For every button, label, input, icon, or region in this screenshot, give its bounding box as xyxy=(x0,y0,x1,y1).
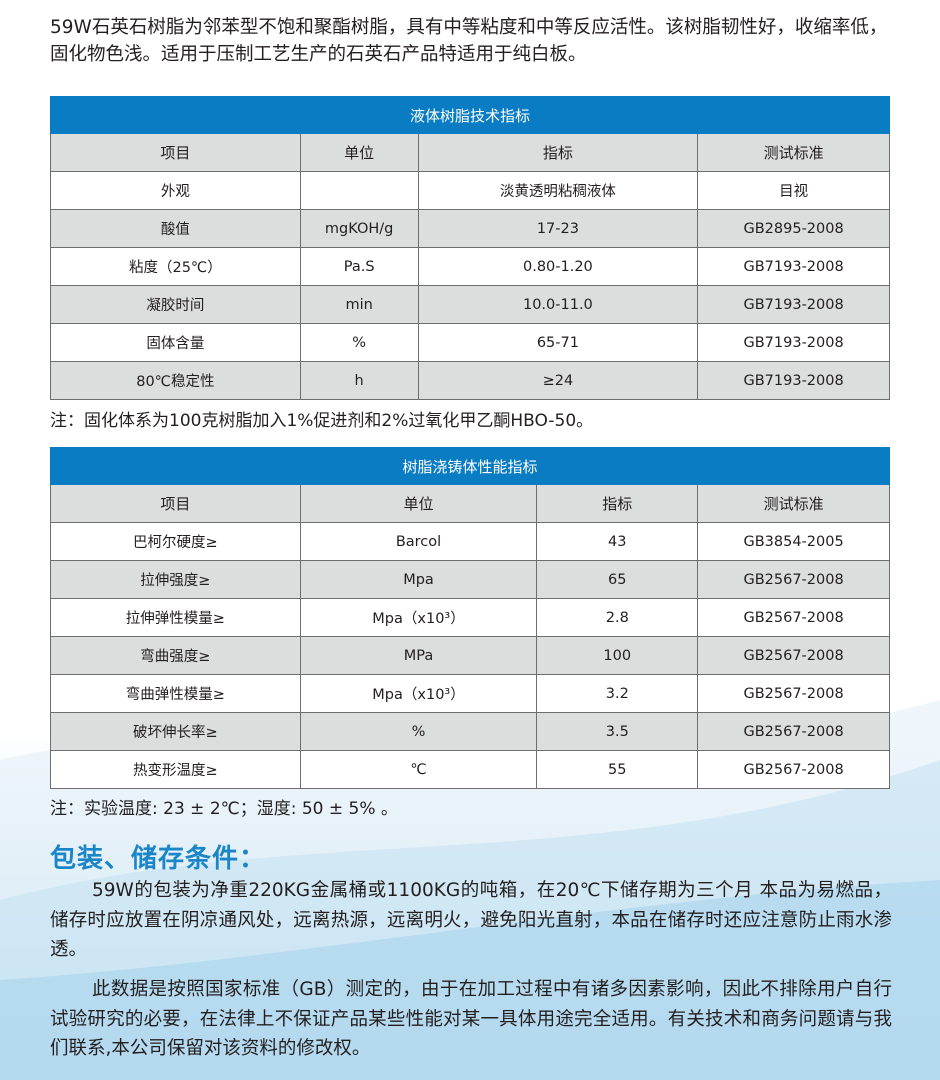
table-cell: 酸值 xyxy=(50,209,301,248)
casting-property-table: 树脂浇铸体性能指标 项目 单位 指标 测试标准 巴柯尔硬度≥ Barcol 43 GB385… xyxy=(50,447,890,789)
table-row: 热变形温度≥ ℃ 55 GB2567-2008 xyxy=(50,750,890,789)
table-cell: % xyxy=(299,323,419,362)
column-header: 项目 xyxy=(50,484,301,523)
table-cell: 巴柯尔硬度≥ xyxy=(50,522,301,561)
table-cell: GB2567-2008 xyxy=(697,560,890,599)
table-cell: 10.0-11.0 xyxy=(417,285,699,324)
table-header-row: 项目 单位 指标 测试标准 xyxy=(50,133,890,172)
table-cell: 淡黄透明粘稠液体 xyxy=(417,171,699,210)
table-cell: 弯曲弹性模量≥ xyxy=(50,674,301,713)
table-cell: GB2567-2008 xyxy=(697,636,890,675)
test-condition-note: 注：实验温度: 23 ± 2℃；湿度: 50 ± 5% 。 xyxy=(50,799,398,819)
table-cell: 破坏伸长率≥ xyxy=(50,712,301,751)
table-cell: Mpa（x10³） xyxy=(299,598,538,637)
table-cell: GB7193-2008 xyxy=(697,361,890,400)
table-row: 破坏伸长率≥% 3.5 GB2567-2008 xyxy=(50,712,890,751)
section-title: 包装、储存条件： xyxy=(50,844,267,874)
table-row: 拉伸强度≥ Mpa 65 GB2567-2008 xyxy=(50,560,890,599)
column-header: 单位 xyxy=(299,484,538,523)
table-cell: GB7193-2008 xyxy=(697,247,890,286)
disclaimer-paragraph: 此数据是按照国家标准（GB）测定的，由于在加工过程中有诸多因素影响，因此不排除用… xyxy=(50,979,892,1059)
column-header: 测试标准 xyxy=(697,133,890,172)
table-cell: 0.80-1.20 xyxy=(417,247,699,286)
table-row: 凝胶时间 min 10.0-11.0 GB7193-2008 xyxy=(50,285,890,324)
table-cell: 3.2 xyxy=(536,674,699,713)
table-cell xyxy=(299,171,419,210)
table-cell: 43 xyxy=(536,522,699,561)
table-cell: MPa xyxy=(299,636,538,675)
column-header: 指标 xyxy=(417,133,699,172)
table-cell: ≥24 xyxy=(417,361,699,400)
table-cell: % xyxy=(299,712,538,751)
table-cell: min xyxy=(299,285,419,324)
liquid-resin-spec-table: 液体树脂技术指标 项目 单位 指标 测试标准 外观 淡黄透明粘稠液体 目视 酸值 mgKOH/… xyxy=(50,96,890,400)
table-cell: GB2567-2008 xyxy=(697,750,890,789)
table-cell: Mpa xyxy=(299,560,538,599)
table-row: 酸值 mgKOH/g 17-23 GB2895-2008 xyxy=(50,209,890,248)
table-cell: 粘度（25℃） xyxy=(50,247,301,286)
table-cell: 凝胶时间 xyxy=(50,285,301,324)
table-cell: 17-23 xyxy=(417,209,699,248)
table-cell: mgKOH/g xyxy=(299,209,419,248)
table-row: 80℃稳定性 h ≥24 GB7193-2008 xyxy=(50,361,890,400)
table-cell: 2.8 xyxy=(536,598,699,637)
table-cell: 热变形温度≥ xyxy=(50,750,301,789)
table-cell: 65-71 xyxy=(417,323,699,362)
column-header: 测试标准 xyxy=(697,484,890,523)
table-title: 液体树脂技术指标 xyxy=(50,96,890,134)
table-cell: GB2567-2008 xyxy=(697,674,890,713)
table-cell: 拉伸强度≥ xyxy=(50,560,301,599)
intro-paragraph: 59W石英石树脂为邻苯型不饱和聚酯树脂，具有中等粘度和中等反应活性。该树脂韧性好… xyxy=(50,17,888,65)
table-cell: 55 xyxy=(536,750,699,789)
column-header: 项目 xyxy=(50,133,301,172)
table-cell: Pa.S xyxy=(299,247,419,286)
table-cell: GB2567-2008 xyxy=(697,598,890,637)
table-row: 拉伸弹性模量≥ Mpa（x10³） 2.8 GB2567-2008 xyxy=(50,598,890,637)
table-header-row: 项目 单位 指标 测试标准 xyxy=(50,484,890,523)
table-row: 外观 淡黄透明粘稠液体 目视 xyxy=(50,171,890,210)
table-row: 粘度（25℃） Pa.S 0.80-1.20 GB7193-2008 xyxy=(50,247,890,286)
table-cell: GB7193-2008 xyxy=(697,285,890,324)
curing-note: 注：固化体系为100克树脂加入1%促进剂和2%过氧化甲乙酮HBO-50。 xyxy=(50,411,594,431)
table-cell: Barcol xyxy=(299,522,538,561)
table-cell: Mpa（x10³） xyxy=(299,674,538,713)
table-row: 巴柯尔硬度≥ Barcol 43 GB3854-2005 xyxy=(50,522,890,561)
table-cell: GB2567-2008 xyxy=(697,712,890,751)
table-cell: 3.5 xyxy=(536,712,699,751)
table-cell: 目视 xyxy=(697,171,890,210)
table-cell: GB3854-2005 xyxy=(697,522,890,561)
table-cell: ℃ xyxy=(299,750,538,789)
table-title: 树脂浇铸体性能指标 xyxy=(50,447,890,485)
table-cell: 固体含量 xyxy=(50,323,301,362)
table-cell: 外观 xyxy=(50,171,301,210)
table-row: 固体含量% 65-71 GB7193-2008 xyxy=(50,323,890,362)
table-cell: GB2895-2008 xyxy=(697,209,890,248)
table-row: 弯曲弹性模量≥ Mpa（x10³） 3.2 GB2567-2008 xyxy=(50,674,890,713)
column-header: 单位 xyxy=(299,133,419,172)
table-cell: h xyxy=(299,361,419,400)
packaging-paragraph: 59W的包装为净重220KG金属桶或1100KG的吨箱，在20℃下储存期为三个月… xyxy=(50,880,893,960)
column-header: 指标 xyxy=(536,484,699,523)
table-cell: 80℃稳定性 xyxy=(50,361,301,400)
table-cell: 弯曲强度≥ xyxy=(50,636,301,675)
table-cell: GB7193-2008 xyxy=(697,323,890,362)
table-cell: 拉伸弹性模量≥ xyxy=(50,598,301,637)
table-cell: 65 xyxy=(536,560,699,599)
table-row: 弯曲强度≥ MPa 100 GB2567-2008 xyxy=(50,636,890,675)
table-cell: 100 xyxy=(536,636,699,675)
